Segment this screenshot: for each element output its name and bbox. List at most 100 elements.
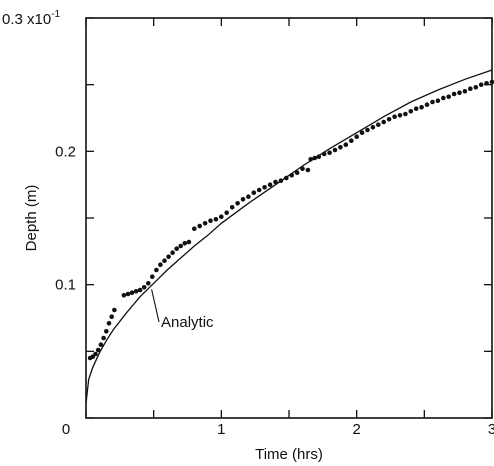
data-point-38 bbox=[251, 190, 257, 195]
data-point-17 bbox=[150, 274, 155, 280]
data-point-62 bbox=[376, 122, 381, 127]
x-tick-label-2: 2 bbox=[352, 421, 360, 438]
x-axis-label: Time (hrs) bbox=[255, 446, 323, 463]
data-point-19 bbox=[158, 262, 163, 268]
data-point-32 bbox=[219, 214, 224, 219]
data-point-47 bbox=[300, 166, 305, 171]
data-point-31 bbox=[213, 217, 219, 222]
data-point-6 bbox=[104, 329, 109, 334]
data-point-71 bbox=[424, 102, 430, 107]
data-point-43 bbox=[278, 178, 284, 183]
y-top-tick-base: 0.3 x10 bbox=[2, 11, 51, 28]
data-point-45 bbox=[289, 173, 295, 178]
data-point-3 bbox=[95, 347, 101, 353]
data-point-22 bbox=[170, 250, 175, 255]
data-point-69 bbox=[413, 106, 419, 111]
data-point-78 bbox=[462, 89, 468, 94]
data-point-27 bbox=[192, 226, 197, 231]
annotation-analytic-label: Analytic bbox=[161, 314, 214, 331]
data-point-40 bbox=[262, 185, 267, 190]
data-point-63 bbox=[381, 119, 387, 125]
data-point-13 bbox=[133, 289, 139, 294]
data-point-67 bbox=[403, 111, 408, 117]
data-point-41 bbox=[267, 182, 273, 187]
y-axis-tick-labels: 0.1 0.2 bbox=[55, 143, 76, 293]
data-point-44 bbox=[284, 175, 289, 181]
data-point-16 bbox=[146, 281, 151, 286]
data-point-52 bbox=[321, 151, 327, 157]
data-point-8 bbox=[109, 314, 114, 320]
data-point-30 bbox=[208, 218, 213, 223]
data-point-18 bbox=[154, 267, 159, 273]
data-point-20 bbox=[162, 258, 167, 264]
data-point-4 bbox=[98, 342, 104, 348]
data-point-34 bbox=[229, 205, 235, 210]
y-axis-ticks bbox=[86, 17, 492, 419]
data-point-79 bbox=[468, 86, 473, 91]
data-point-82 bbox=[484, 81, 489, 86]
data-point-11 bbox=[125, 291, 131, 297]
data-point-5 bbox=[101, 335, 106, 341]
data-point-55 bbox=[338, 145, 343, 150]
data-point-68 bbox=[408, 109, 414, 114]
data-point-33 bbox=[224, 210, 229, 215]
x-tick-label-3: 3 bbox=[488, 421, 494, 438]
x-axis-ticks bbox=[85, 18, 493, 418]
x-axis-tick-labels: 1 2 3 bbox=[217, 421, 494, 438]
y-axis-label: Depth (m) bbox=[23, 185, 40, 252]
plot-area-frame bbox=[85, 17, 493, 419]
data-point-77 bbox=[457, 90, 462, 95]
data-point-29 bbox=[202, 221, 208, 226]
data-point-72 bbox=[430, 99, 435, 105]
data-point-50 bbox=[312, 155, 318, 161]
annotation-leader-line bbox=[151, 289, 160, 323]
x-tick-label-1: 1 bbox=[217, 421, 225, 438]
y-top-tick-label: 0.3 x10-1 bbox=[2, 9, 61, 28]
data-point-46 bbox=[294, 170, 300, 175]
data-point-28 bbox=[197, 223, 202, 229]
data-point-83 bbox=[489, 79, 494, 85]
data-point-54 bbox=[332, 147, 338, 153]
data-point-66 bbox=[397, 113, 403, 118]
data-point-64 bbox=[386, 117, 392, 122]
data-point-59 bbox=[359, 130, 365, 135]
data-point-26 bbox=[186, 239, 192, 245]
data-points bbox=[87, 79, 494, 361]
data-point-15 bbox=[141, 285, 147, 290]
data-point-25 bbox=[182, 241, 188, 246]
analytic-curve bbox=[85, 69, 493, 404]
data-point-7 bbox=[106, 321, 112, 326]
data-point-51 bbox=[316, 154, 322, 159]
data-point-12 bbox=[129, 290, 135, 296]
data-point-24 bbox=[178, 243, 183, 249]
data-point-37 bbox=[246, 194, 251, 199]
data-point-23 bbox=[174, 246, 179, 251]
data-point-2 bbox=[93, 351, 98, 357]
data-point-48 bbox=[305, 167, 311, 173]
data-point-60 bbox=[365, 127, 370, 133]
origin-label: 0 bbox=[62, 421, 70, 438]
data-point-42 bbox=[273, 179, 278, 185]
data-point-65 bbox=[392, 114, 397, 119]
data-point-39 bbox=[256, 187, 262, 193]
data-point-70 bbox=[419, 105, 424, 110]
y-tick-label-0: 0.1 bbox=[55, 277, 76, 294]
y-top-tick-exponent: -1 bbox=[51, 9, 60, 20]
data-point-14 bbox=[137, 287, 143, 293]
data-point-57 bbox=[349, 138, 354, 143]
data-point-36 bbox=[240, 197, 246, 202]
data-point-74 bbox=[441, 95, 446, 101]
data-point-73 bbox=[435, 98, 441, 103]
data-point-56 bbox=[343, 142, 349, 147]
data-point-9 bbox=[112, 307, 117, 313]
y-tick-label-1: 0.2 bbox=[55, 143, 76, 160]
data-point-75 bbox=[446, 94, 452, 99]
data-point-58 bbox=[354, 134, 360, 139]
data-point-76 bbox=[451, 91, 457, 97]
data-point-81 bbox=[478, 82, 484, 87]
data-point-21 bbox=[166, 254, 171, 259]
data-point-80 bbox=[473, 85, 479, 90]
data-point-10 bbox=[121, 293, 127, 298]
data-point-49 bbox=[308, 157, 314, 162]
